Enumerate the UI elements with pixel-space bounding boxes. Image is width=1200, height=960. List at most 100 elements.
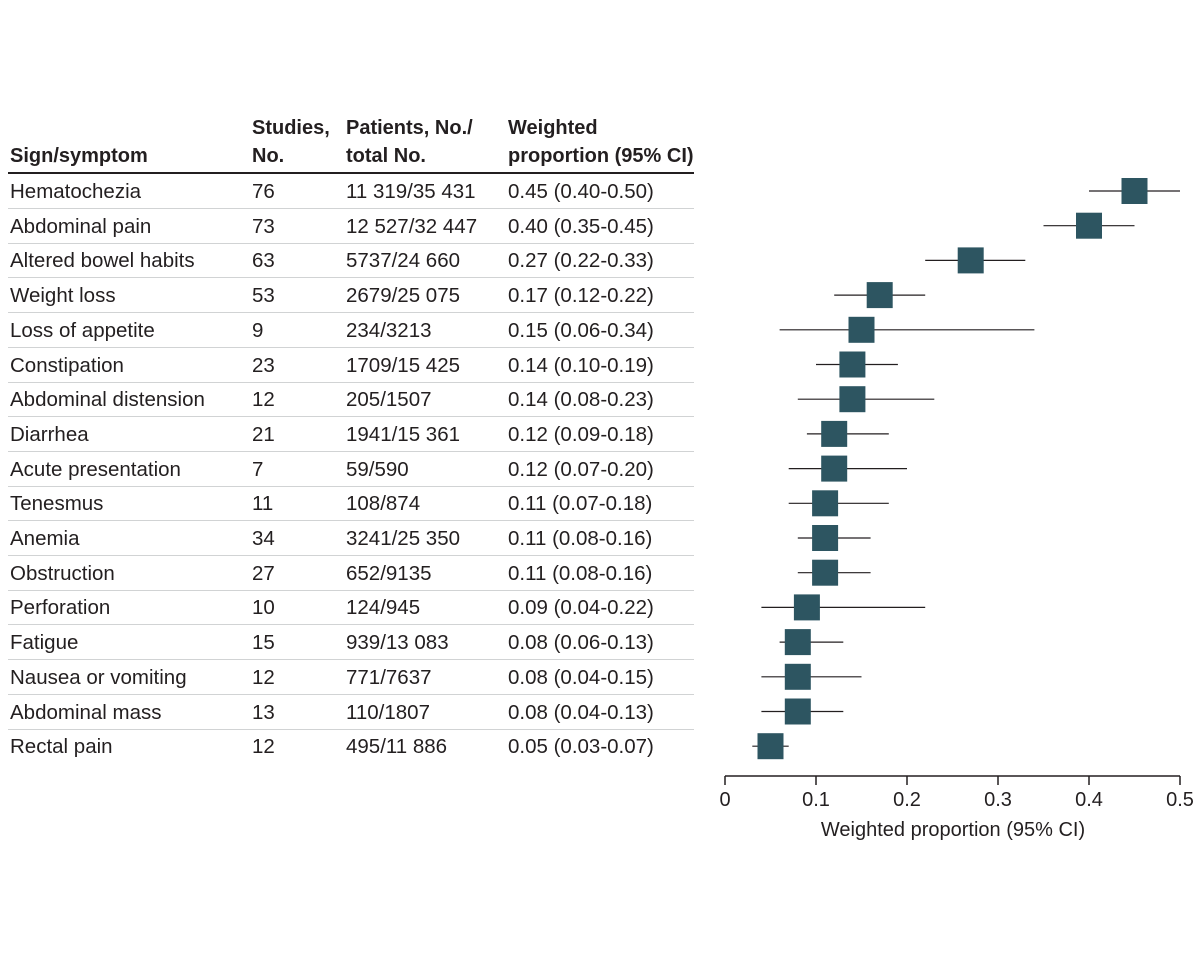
- table-row: Tenesmus 11 108/874 0.11 (0.07-0.18): [8, 486, 694, 522]
- cell-patients: 234/3213: [346, 318, 432, 342]
- header-weighted-line2: proportion (95% CI): [508, 145, 694, 167]
- header-weighted-line1: Weighted: [508, 117, 598, 139]
- header-divider: [8, 172, 694, 174]
- cell-patients: 3241/25 350: [346, 527, 461, 550]
- cell-studies: 76: [252, 180, 275, 203]
- cell-studies: 15: [252, 631, 275, 655]
- table-row: Acute presentation 7 59/590 0.12 (0.07-0.20…: [8, 452, 694, 487]
- cell-weighted-proportion: 0.27 (0.22-0.33): [508, 249, 654, 273]
- estimate-marker: [821, 455, 848, 482]
- cell-weighted-proportion: 0.08 (0.04-0.13): [508, 700, 654, 724]
- x-tick-label: 0: [719, 789, 730, 811]
- estimate-marker: [793, 594, 820, 621]
- cell-patients: 1709/15 425: [346, 353, 461, 377]
- cell-sign-symptom: Hematochezia: [10, 180, 142, 203]
- cell-weighted-proportion: 0.14 (0.10-0.19): [508, 353, 654, 377]
- cell-patients: 12 527/32 447: [346, 214, 478, 238]
- cell-studies: 27: [252, 561, 275, 585]
- cell-studies: 7: [252, 457, 264, 481]
- estimate-marker: [784, 629, 811, 656]
- cell-sign-symptom: Abdominal distension: [10, 388, 205, 412]
- cell-weighted-proportion: 0.08 (0.04-0.15): [508, 665, 654, 689]
- table-row: Hematochezia 76 11 319/35 431 0.45 (0.40-0.…: [8, 174, 694, 209]
- cell-sign-symptom: Tenesmus: [10, 492, 104, 516]
- estimate-marker: [757, 733, 784, 760]
- header-studies-line2: No.: [252, 145, 285, 167]
- header-sign-symptom: Sign/symptom: [10, 142, 148, 170]
- header-studies-line1: Studies,: [252, 117, 330, 139]
- cell-studies: 13: [252, 700, 275, 724]
- header-patients-line2: total No.: [346, 145, 426, 167]
- table-row: Fatigue 15 939/13 083 0.08 (0.06-0.13): [8, 625, 694, 661]
- cell-patients: 2679/25 075: [346, 284, 461, 308]
- cell-patients: 205/1507: [346, 388, 432, 412]
- cell-studies: 73: [252, 214, 275, 238]
- cell-weighted-proportion: 0.40 (0.35-0.45): [508, 214, 654, 238]
- cell-patients: 59/590: [346, 457, 409, 481]
- table-row: Abdominal mass 13 110/1807 0.08 (0.04-0.13): [8, 695, 694, 730]
- forest-plot-marks: [752, 178, 1180, 760]
- cell-studies: 12: [252, 665, 275, 689]
- cell-patients: 110/1807: [346, 700, 430, 724]
- table-row: Abdominal distension 12 205/1507 0.14 (0.08…: [8, 382, 694, 418]
- estimate-marker: [848, 316, 875, 343]
- x-tick-label: 0.3: [984, 789, 1012, 811]
- estimate-marker: [1121, 178, 1148, 204]
- cell-weighted-proportion: 0.17 (0.12-0.22): [508, 284, 654, 308]
- table-row: Constipation 23 1709/15 425 0.14 (0.10-0.19…: [8, 348, 694, 383]
- cell-studies: 12: [252, 388, 275, 412]
- cell-studies: 21: [252, 422, 275, 446]
- cell-weighted-proportion: 0.08 (0.06-0.13): [508, 631, 654, 655]
- table-row: Nausea or vomiting 12 771/7637 0.08 (0.04-0…: [8, 660, 694, 695]
- estimate-marker: [812, 559, 839, 586]
- cell-patients: 771/7637: [346, 665, 432, 689]
- cell-patients: 108/874: [346, 492, 421, 516]
- cell-weighted-proportion: 0.05 (0.03-0.07): [508, 735, 654, 759]
- cell-sign-symptom: Nausea or vomiting: [10, 665, 187, 689]
- cell-sign-symptom: Diarrhea: [10, 422, 89, 446]
- cell-patients: 124/945: [346, 596, 421, 620]
- table-row: Anemia 34 3241/25 350 0.11 (0.08-0.16): [8, 521, 694, 556]
- cell-patients: 495/11 886: [346, 735, 448, 759]
- cell-sign-symptom: Altered bowel habits: [10, 249, 195, 273]
- cell-studies: 12: [252, 735, 275, 759]
- cell-sign-symptom: Constipation: [10, 353, 124, 377]
- cell-weighted-proportion: 0.45 (0.40-0.50): [508, 180, 654, 203]
- cell-studies: 63: [252, 249, 275, 273]
- x-tick-label: 0.1: [802, 789, 830, 811]
- cell-studies: 53: [252, 284, 275, 308]
- cell-sign-symptom: Loss of appetite: [10, 318, 155, 342]
- table-row: Rectal pain 12 495/11 886 0.05 (0.03-0.07): [8, 729, 694, 763]
- estimate-marker: [784, 663, 811, 690]
- cell-sign-symptom: Perforation: [10, 596, 111, 620]
- cell-sign-symptom: Acute presentation: [10, 457, 181, 481]
- cell-studies: 34: [252, 527, 275, 550]
- table-row: Weight loss 53 2679/25 075 0.17 (0.12-0.22): [8, 278, 694, 314]
- cell-patients: 11 319/35 431: [346, 180, 476, 203]
- cell-patients: 939/13 083: [346, 631, 449, 655]
- header-patients: Patients, No./ total No.: [346, 114, 473, 170]
- cell-sign-symptom: Rectal pain: [10, 735, 113, 759]
- header-sign-symptom-label: Sign/symptom: [10, 145, 148, 167]
- estimate-marker: [839, 386, 866, 413]
- table-row: Perforation 10 124/945 0.09 (0.04-0.22): [8, 590, 694, 626]
- header-weighted: Weighted proportion (95% CI): [508, 114, 694, 170]
- cell-weighted-proportion: 0.11 (0.08-0.16): [508, 561, 653, 585]
- cell-patients: 1941/15 361: [346, 422, 461, 446]
- cell-weighted-proportion: 0.12 (0.07-0.20): [508, 457, 654, 481]
- cell-studies: 11: [252, 492, 274, 516]
- cell-studies: 9: [252, 318, 264, 342]
- x-axis-title: Weighted proportion (95% CI): [821, 819, 1085, 841]
- estimate-marker: [1076, 212, 1102, 239]
- cell-patients: 5737/24 660: [346, 249, 461, 273]
- table-row: Diarrhea 21 1941/15 361 0.12 (0.09-0.18): [8, 417, 694, 452]
- x-tick-label: 0.4: [1075, 789, 1103, 811]
- cell-weighted-proportion: 0.15 (0.06-0.34): [508, 318, 654, 342]
- estimate-marker: [839, 351, 866, 378]
- cell-weighted-proportion: 0.11 (0.07-0.18): [508, 492, 653, 516]
- cell-studies: 23: [252, 353, 275, 377]
- table-row: Abdominal pain 73 12 527/32 447 0.40 (0.35-…: [8, 209, 694, 244]
- cell-sign-symptom: Obstruction: [10, 561, 115, 585]
- cell-sign-symptom: Weight loss: [10, 284, 116, 308]
- cell-weighted-proportion: 0.09 (0.04-0.22): [508, 596, 654, 620]
